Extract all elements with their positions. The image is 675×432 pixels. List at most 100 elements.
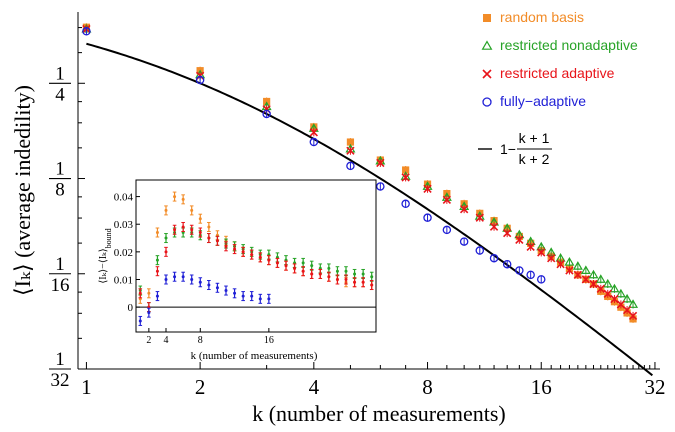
data-point (475, 246, 485, 255)
legend-label: restricted nonadaptive (500, 37, 638, 53)
inset-data-point (258, 297, 262, 301)
data-point (537, 248, 546, 257)
data-point (628, 311, 638, 321)
data-point (515, 235, 524, 245)
inset-data-point (181, 275, 185, 279)
x-tick-label: 2 (195, 375, 206, 399)
data-point (564, 257, 575, 266)
x-tick-label: 1 (81, 375, 92, 399)
inset-data-point (164, 236, 168, 240)
x-tick-label: 32 (644, 375, 665, 399)
inset-data-point (310, 272, 314, 276)
data-point (459, 205, 469, 214)
inset-x-tick-label: 8 (198, 335, 203, 346)
inset-data-point (198, 231, 202, 235)
y-tick-numerator: 1 (55, 349, 65, 370)
inset-data-point (241, 294, 245, 298)
inset-x-tick-label: 16 (264, 335, 274, 346)
inset-data-point (361, 272, 365, 276)
data-point (615, 288, 626, 298)
inset-data-point (250, 253, 254, 257)
inset-data-point (138, 291, 142, 295)
data-point (82, 27, 91, 36)
inset-data-point (344, 277, 348, 281)
inset-data-point (327, 275, 331, 279)
inset-data-point (207, 236, 211, 240)
data-point (423, 184, 432, 193)
data-point (589, 279, 598, 289)
inset-data-point (318, 272, 322, 276)
data-point (442, 195, 452, 205)
inset-y-tick-label: 0.02 (114, 247, 133, 259)
inset-data-point (233, 291, 237, 295)
inset-data-point (241, 250, 245, 254)
inset-data-point (155, 294, 159, 298)
x-tick-label: 4 (309, 375, 320, 399)
data-point (547, 254, 556, 263)
inset-data-point (327, 266, 331, 270)
inset-data-point (370, 275, 374, 279)
inset-data-point (335, 269, 339, 273)
y-tick-numerator: 1 (55, 63, 65, 84)
data-point (401, 199, 410, 209)
inset-data-point (207, 283, 211, 287)
data-point (572, 261, 583, 270)
data-point (309, 128, 318, 137)
y-tick-denominator: 32 (51, 370, 70, 391)
inset-data-point (275, 261, 279, 265)
data-point (526, 270, 535, 280)
y-tick-denominator: 16 (51, 275, 70, 296)
y-tick-numerator: 1 (55, 159, 65, 180)
inset-x-tick-label: 2 (146, 335, 151, 346)
legend-label: random basis (500, 9, 584, 25)
inset-plot: 2 4 8 16 0 0.01 0.02 0.03 0.04 k (number of measu… (98, 179, 377, 362)
inset-data-point (258, 255, 262, 259)
data-point (622, 293, 633, 303)
legend-curve-numerator: k + 1 (519, 130, 550, 146)
y-tick-numerator: 1 (55, 254, 65, 275)
inset-y-tick-label: 0.03 (114, 219, 134, 231)
data-point (602, 278, 613, 288)
series-circle (82, 27, 546, 284)
inset-data-point (310, 264, 314, 268)
inset-data-point (164, 250, 168, 254)
legend-marker (482, 69, 492, 79)
data-point (515, 266, 524, 275)
inset-data-point (164, 277, 168, 281)
data-point (346, 161, 355, 171)
inset-data-point (155, 269, 159, 273)
inset-data-point (173, 228, 177, 232)
data-point (595, 274, 606, 283)
data-point (588, 269, 599, 279)
data-point (195, 75, 205, 85)
inset-data-point (138, 319, 142, 323)
inset-data-point (190, 277, 194, 281)
data-point (423, 213, 432, 222)
data-point (536, 275, 546, 284)
x-tick-label: 16 (531, 375, 552, 399)
inset-data-point (293, 266, 297, 270)
data-point (475, 213, 484, 222)
legend-curve-prefix: 1− (500, 141, 516, 157)
x-tick-label: 8 (422, 375, 433, 399)
inset-data-point (147, 311, 151, 315)
data-point (262, 109, 271, 119)
data-point (580, 265, 591, 274)
inset-data-point (335, 277, 339, 281)
inset-frame (135, 179, 377, 333)
inset-y-tick-label: 0.01 (114, 274, 133, 286)
data-point (346, 138, 355, 146)
x-axis-label: k (number of measurements) (252, 401, 506, 426)
inset-data-point (164, 208, 168, 212)
data-point (628, 299, 639, 308)
data-point (376, 158, 385, 168)
data-point (309, 137, 319, 147)
data-point (376, 182, 385, 191)
inset-x-tick-label: 4 (164, 335, 169, 346)
data-point (401, 173, 410, 182)
inset-data-point (181, 197, 185, 201)
inset-x-axis-label: k (number of measurements) (191, 350, 318, 362)
legend-label: fully−adaptive (500, 93, 586, 109)
inset-data-point (190, 228, 194, 232)
